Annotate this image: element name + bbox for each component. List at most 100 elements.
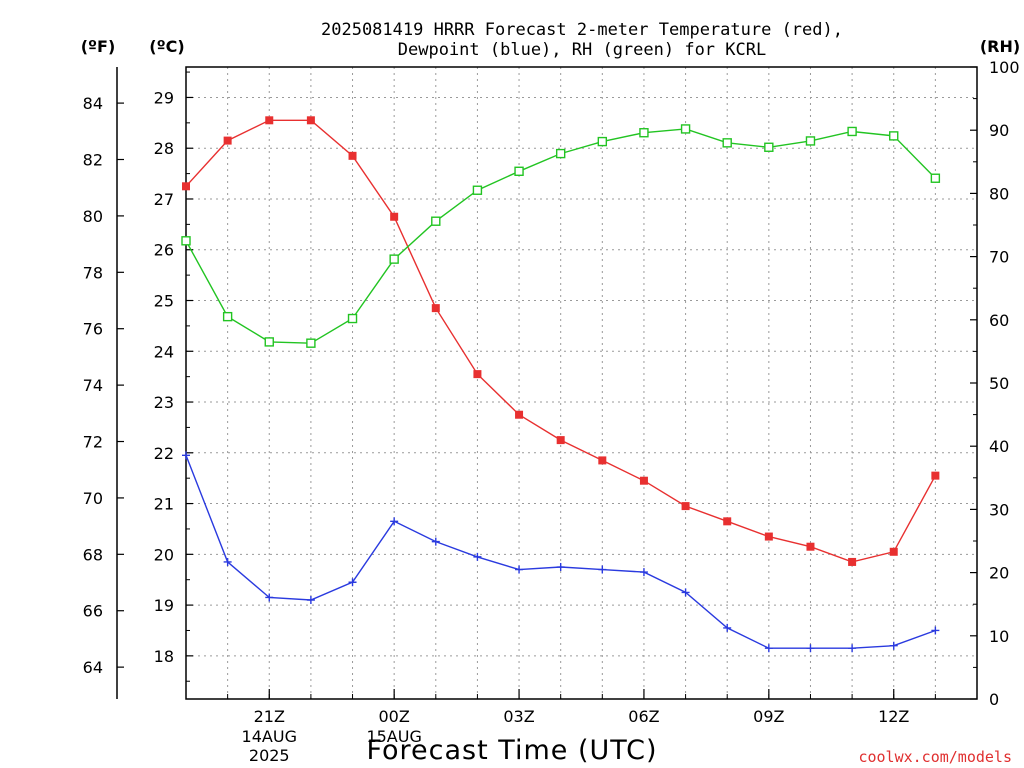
celsius-tick-label: 20 bbox=[154, 545, 174, 564]
temperature-point bbox=[723, 517, 732, 526]
dewpoint-point bbox=[639, 568, 648, 577]
rh-point bbox=[764, 142, 774, 152]
dewpoint-point bbox=[390, 517, 399, 526]
temperature-point bbox=[473, 370, 482, 379]
fahrenheit-tick-label: 74 bbox=[83, 376, 103, 395]
chart-title-line1: 2025081419 HRRR Forecast 2-meter Tempera… bbox=[321, 20, 843, 40]
dewpoint-point bbox=[848, 644, 857, 653]
rh-point bbox=[930, 173, 941, 183]
rh-tick-label: 100 bbox=[989, 58, 1020, 77]
rh-tick-label: 80 bbox=[989, 184, 1009, 203]
x-tick-label: 12Z bbox=[878, 707, 909, 726]
rh-point bbox=[264, 337, 274, 347]
chart-title-line2: Dewpoint (blue), RH (green) for KCRL bbox=[398, 40, 766, 60]
celsius-tick-label: 19 bbox=[154, 596, 174, 615]
celsius-tick-label: 22 bbox=[154, 444, 174, 463]
x-tick-date-label: 14AUG bbox=[242, 727, 297, 746]
celsius-tick-label: 28 bbox=[154, 139, 174, 158]
temperature-point bbox=[931, 471, 940, 480]
x-tick-label: 03Z bbox=[503, 707, 534, 726]
fahrenheit-tick-label: 68 bbox=[83, 545, 103, 564]
celsius-tick-label: 26 bbox=[154, 241, 174, 260]
fahrenheit-tick-label: 72 bbox=[83, 433, 103, 452]
temperature-point bbox=[306, 116, 315, 125]
dewpoint-point bbox=[473, 552, 482, 561]
rh-point bbox=[597, 136, 608, 147]
fahrenheit-tick-label: 66 bbox=[83, 602, 103, 621]
temperature-point bbox=[390, 212, 399, 221]
celsius-tick-label: 27 bbox=[154, 190, 174, 209]
rh-tick-label: 60 bbox=[989, 311, 1009, 330]
temperature-point bbox=[223, 136, 232, 145]
dewpoint-point bbox=[889, 641, 898, 650]
dewpoint-series bbox=[182, 451, 940, 653]
temperature-point bbox=[182, 182, 190, 191]
rh-point bbox=[222, 311, 233, 322]
x-tick-label: 09Z bbox=[753, 707, 784, 726]
rh-tick-label: 90 bbox=[989, 121, 1009, 140]
temperature-point bbox=[515, 410, 524, 419]
temperature-point bbox=[806, 542, 815, 551]
dewpoint-point bbox=[806, 644, 815, 653]
dewpoint-point bbox=[223, 557, 232, 566]
credit-label: coolwx.com/models bbox=[858, 748, 1012, 766]
rh-point bbox=[889, 131, 899, 141]
series-layer bbox=[181, 116, 941, 653]
temperature-point bbox=[598, 456, 607, 465]
dewpoint-point bbox=[764, 644, 773, 653]
dewpoint-point bbox=[348, 578, 357, 587]
x-axis-title: Forecast Time (UTC) bbox=[366, 735, 657, 766]
dewpoint-point bbox=[681, 588, 690, 597]
fahrenheit-tick-label: 64 bbox=[83, 658, 103, 677]
temperature-point bbox=[348, 151, 357, 160]
x-tick-label: 21Z bbox=[254, 707, 285, 726]
rh-point bbox=[805, 136, 816, 146]
rh-tick-label: 20 bbox=[989, 564, 1009, 583]
rh-point bbox=[389, 254, 399, 264]
rh-tick-label: 10 bbox=[989, 627, 1009, 646]
fahrenheit-tick-label: 82 bbox=[83, 151, 103, 170]
rh-unit-label: (RH) bbox=[980, 37, 1020, 56]
rh-tick-label: 50 bbox=[989, 374, 1009, 393]
temperature-point bbox=[681, 502, 690, 511]
fahrenheit-unit-label: (ºF) bbox=[81, 37, 116, 56]
fahrenheit-tick-label: 76 bbox=[83, 320, 103, 339]
x-tick-date-label: 15AUG bbox=[366, 727, 421, 746]
rh-series bbox=[181, 124, 941, 348]
rh-point bbox=[181, 236, 191, 246]
temperature-point bbox=[639, 476, 648, 485]
rh-point bbox=[431, 216, 441, 226]
dewpoint-point bbox=[182, 451, 190, 460]
rh-point bbox=[347, 313, 358, 324]
rh-tick-label: 40 bbox=[989, 437, 1009, 456]
celsius-tick-label: 25 bbox=[154, 292, 174, 311]
rh-point bbox=[847, 126, 857, 137]
temperature-point bbox=[265, 116, 274, 125]
dewpoint-point bbox=[306, 596, 315, 605]
celsius-tick-label: 23 bbox=[154, 393, 174, 412]
x-tick-year-label: 2025 bbox=[249, 746, 290, 765]
celsius-tick-label: 21 bbox=[154, 495, 174, 514]
rh-point bbox=[639, 128, 649, 138]
fahrenheit-tick-label: 70 bbox=[83, 489, 103, 508]
rh-point bbox=[555, 148, 566, 159]
fahrenheit-tick-label: 80 bbox=[83, 207, 103, 226]
dewpoint-point bbox=[723, 623, 732, 632]
fahrenheit-tick-label: 78 bbox=[83, 263, 103, 282]
rh-tick-label: 30 bbox=[989, 500, 1009, 519]
temperature-point bbox=[431, 304, 440, 313]
temperature-point bbox=[848, 557, 857, 566]
temperature-point bbox=[556, 436, 565, 445]
temperature-point bbox=[764, 532, 773, 541]
dewpoint-point bbox=[931, 626, 940, 635]
temperature-point bbox=[889, 547, 898, 556]
dewpoint-point bbox=[265, 593, 274, 602]
dewpoint-point bbox=[556, 563, 565, 572]
celsius-tick-label: 29 bbox=[154, 88, 174, 107]
rh-point bbox=[514, 166, 524, 176]
dewpoint-point bbox=[598, 565, 607, 574]
x-tick-label: 00Z bbox=[378, 707, 409, 726]
dewpoint-point bbox=[515, 565, 524, 574]
dewpoint-point bbox=[431, 537, 440, 546]
